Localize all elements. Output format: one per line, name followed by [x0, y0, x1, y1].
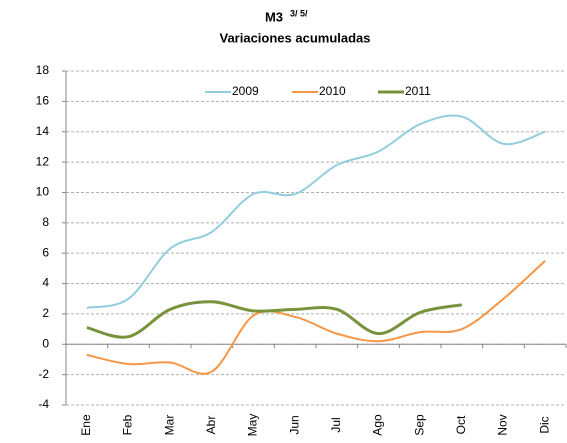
x-tick-label: Oct	[454, 415, 468, 434]
x-tick-label: Mar	[162, 415, 176, 436]
legend-label: 2010	[319, 84, 346, 98]
line-series	[86, 114, 546, 309]
y-tick-label: 10	[36, 185, 50, 199]
y-tick-label: -4	[38, 397, 49, 411]
x-tick-label: May	[246, 414, 260, 437]
y-tick-label: 18	[36, 63, 50, 77]
line-series	[86, 260, 546, 375]
y-tick-label: -2	[38, 367, 49, 381]
x-tick-label: Feb	[121, 414, 135, 435]
x-tick-label: Jul	[329, 417, 343, 432]
x-tick-label: Abr	[204, 416, 218, 435]
y-tick-label: 0	[42, 336, 49, 350]
y-tick-label: 16	[36, 94, 50, 108]
x-tick-label: Ene	[79, 414, 93, 436]
title-note: 3/ 5/	[290, 8, 308, 18]
x-tick-label: Jun	[287, 415, 301, 434]
line-series	[86, 300, 463, 339]
legend-label: 2011	[405, 84, 431, 98]
chart-subtitle: Variaciones acumuladas	[219, 30, 370, 45]
legend-label: 2009	[232, 84, 259, 98]
y-tick-label: 4	[42, 276, 49, 290]
x-tick-label: Nov	[496, 414, 510, 435]
y-tick-label: 8	[42, 215, 49, 229]
chart-title: M3	[265, 9, 283, 24]
y-tick-label: 12	[36, 154, 50, 168]
x-tick-label: Sep	[412, 414, 426, 436]
y-tick-label: 14	[36, 124, 50, 138]
x-tick-label: Dic	[537, 416, 551, 433]
y-tick-label: 2	[42, 306, 49, 320]
x-tick-label: Ago	[371, 414, 385, 436]
y-tick-label: 6	[42, 245, 49, 259]
